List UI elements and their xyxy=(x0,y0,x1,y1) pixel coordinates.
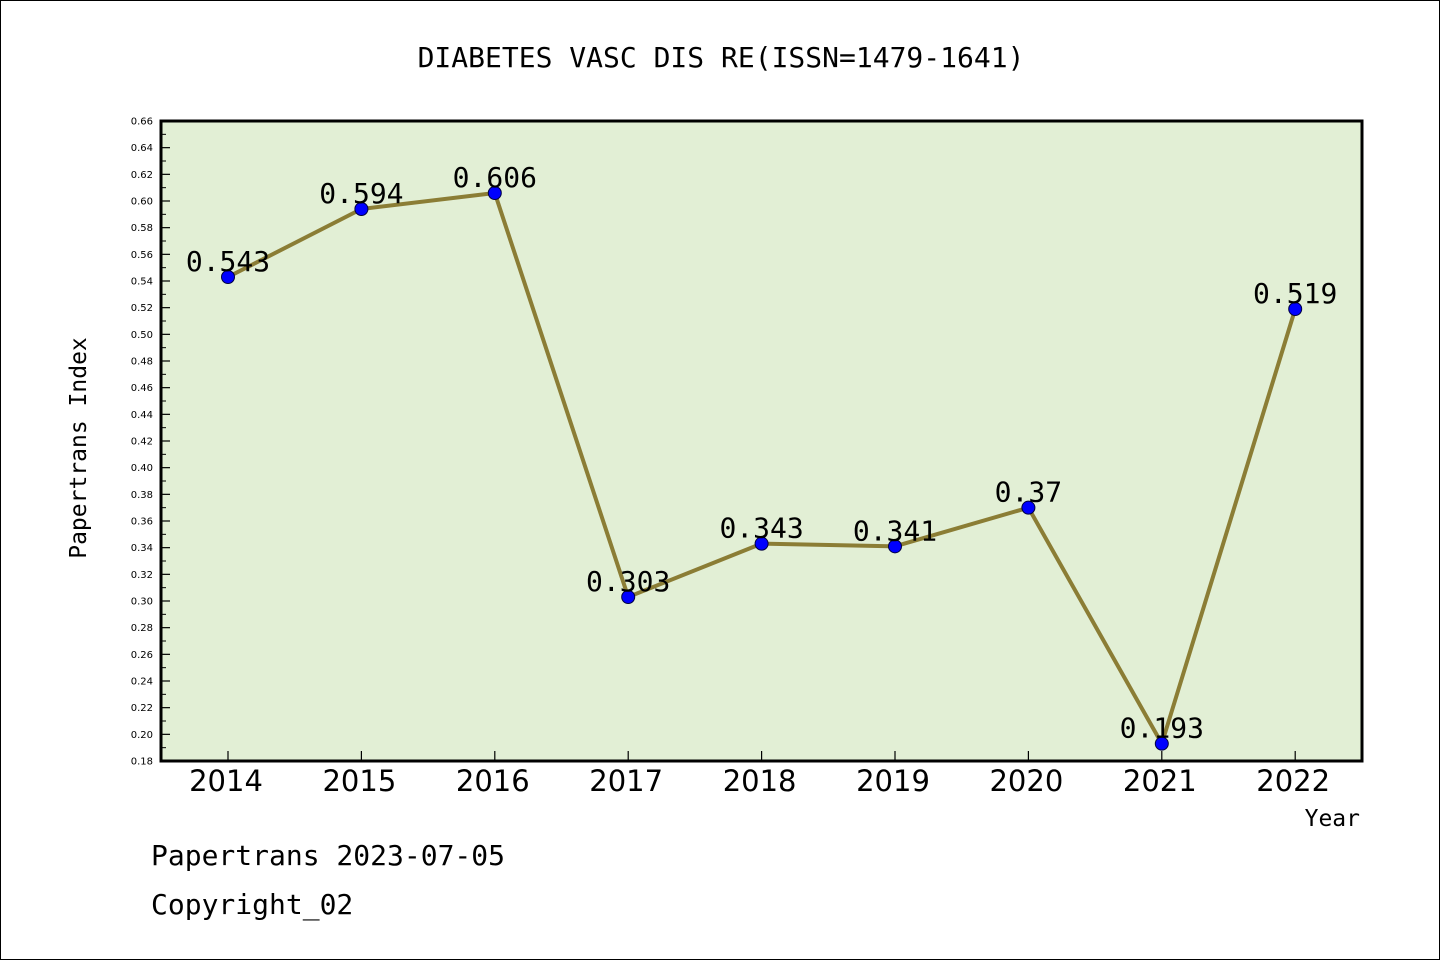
y-tick-label: 0.44 xyxy=(131,410,153,421)
y-tick-label: 0.26 xyxy=(131,650,153,661)
y-tick-label: 0.20 xyxy=(131,730,153,741)
y-tick-label: 0.34 xyxy=(131,543,153,554)
y-tick-label: 0.28 xyxy=(131,623,153,634)
data-point xyxy=(354,202,369,216)
data-label: 0.543 xyxy=(186,245,270,278)
data-label: 0.606 xyxy=(453,161,537,194)
y-tick-label: 0.32 xyxy=(131,570,153,581)
data-point xyxy=(621,590,636,604)
chart-title: DIABETES VASC DIS RE(ISSN=1479-1641) xyxy=(418,41,1025,74)
y-axis: 0.18 0.20 0.22 0.24 0.26 0.28 0.30 0.32 0.34 0.36… xyxy=(131,117,170,768)
y-tick-label: 0.50 xyxy=(131,330,153,341)
x-tick-label: 2022 xyxy=(1256,764,1330,798)
x-tick-label: 2014 xyxy=(189,764,263,798)
data-point xyxy=(1154,736,1169,751)
footer-copyright: Copyright_02 xyxy=(151,888,353,922)
data-point xyxy=(487,186,502,200)
y-tick-label: 0.64 xyxy=(131,143,153,154)
x-axis-label: Year xyxy=(1305,806,1360,832)
series-layer xyxy=(221,186,1303,751)
data-point xyxy=(1288,302,1303,316)
y-tick-label: 0.60 xyxy=(131,197,153,208)
data-point xyxy=(1021,500,1036,515)
x-axis: 2014 2015 2016 2017 2018 2019 2020 2021 2022 xyxy=(189,751,1330,798)
y-tick-label: 0.36 xyxy=(131,517,153,528)
x-tick-label: 2016 xyxy=(456,764,530,798)
data-label: 0.519 xyxy=(1253,277,1337,310)
y-tick-label: 0.58 xyxy=(131,223,153,234)
y-tick-label: 0.38 xyxy=(131,490,153,501)
plot-area xyxy=(159,119,1364,763)
data-point xyxy=(754,536,769,551)
data-label: 0.594 xyxy=(319,177,403,210)
y-tick-label: 0.48 xyxy=(131,357,153,368)
y-tick-label: 0.22 xyxy=(131,703,153,714)
x-tick-label: 2019 xyxy=(856,764,930,798)
footer-date: Papertrans 2023-07-05 xyxy=(151,839,505,872)
y-tick-label: 0.24 xyxy=(131,677,153,688)
data-labels: 0.543 0.594 0.606 0.303 0.343 0.341 0.37 0.193 0… xyxy=(186,161,1337,745)
data-label: 0.37 xyxy=(995,476,1062,509)
y-tick-label: 0.52 xyxy=(131,303,153,314)
y-axis-label: Papertrans Index xyxy=(66,337,92,559)
data-label: 0.343 xyxy=(719,512,803,545)
data-label: 0.341 xyxy=(853,514,937,547)
y-tick-label: 0.66 xyxy=(131,117,153,128)
y-tick-label: 0.30 xyxy=(131,597,153,608)
y-tick-label: 0.46 xyxy=(131,383,153,394)
y-tick-label: 0.54 xyxy=(131,277,153,288)
y-tick-label: 0.62 xyxy=(131,170,153,181)
y-tick-label: 0.40 xyxy=(131,463,153,474)
data-label: 0.193 xyxy=(1120,712,1204,745)
data-point xyxy=(888,539,902,554)
x-tick-label: 2021 xyxy=(1123,764,1197,798)
x-tick-label: 2020 xyxy=(989,764,1063,798)
x-tick-label: 2018 xyxy=(723,764,797,798)
data-label: 0.303 xyxy=(586,565,670,598)
y-tick-label: 0.18 xyxy=(131,757,153,768)
y-tick-label: 0.56 xyxy=(131,250,153,261)
data-point xyxy=(221,270,235,284)
y-tick-label: 0.42 xyxy=(131,437,153,448)
x-tick-label: 2015 xyxy=(322,764,396,798)
x-tick-label: 2017 xyxy=(589,764,663,798)
